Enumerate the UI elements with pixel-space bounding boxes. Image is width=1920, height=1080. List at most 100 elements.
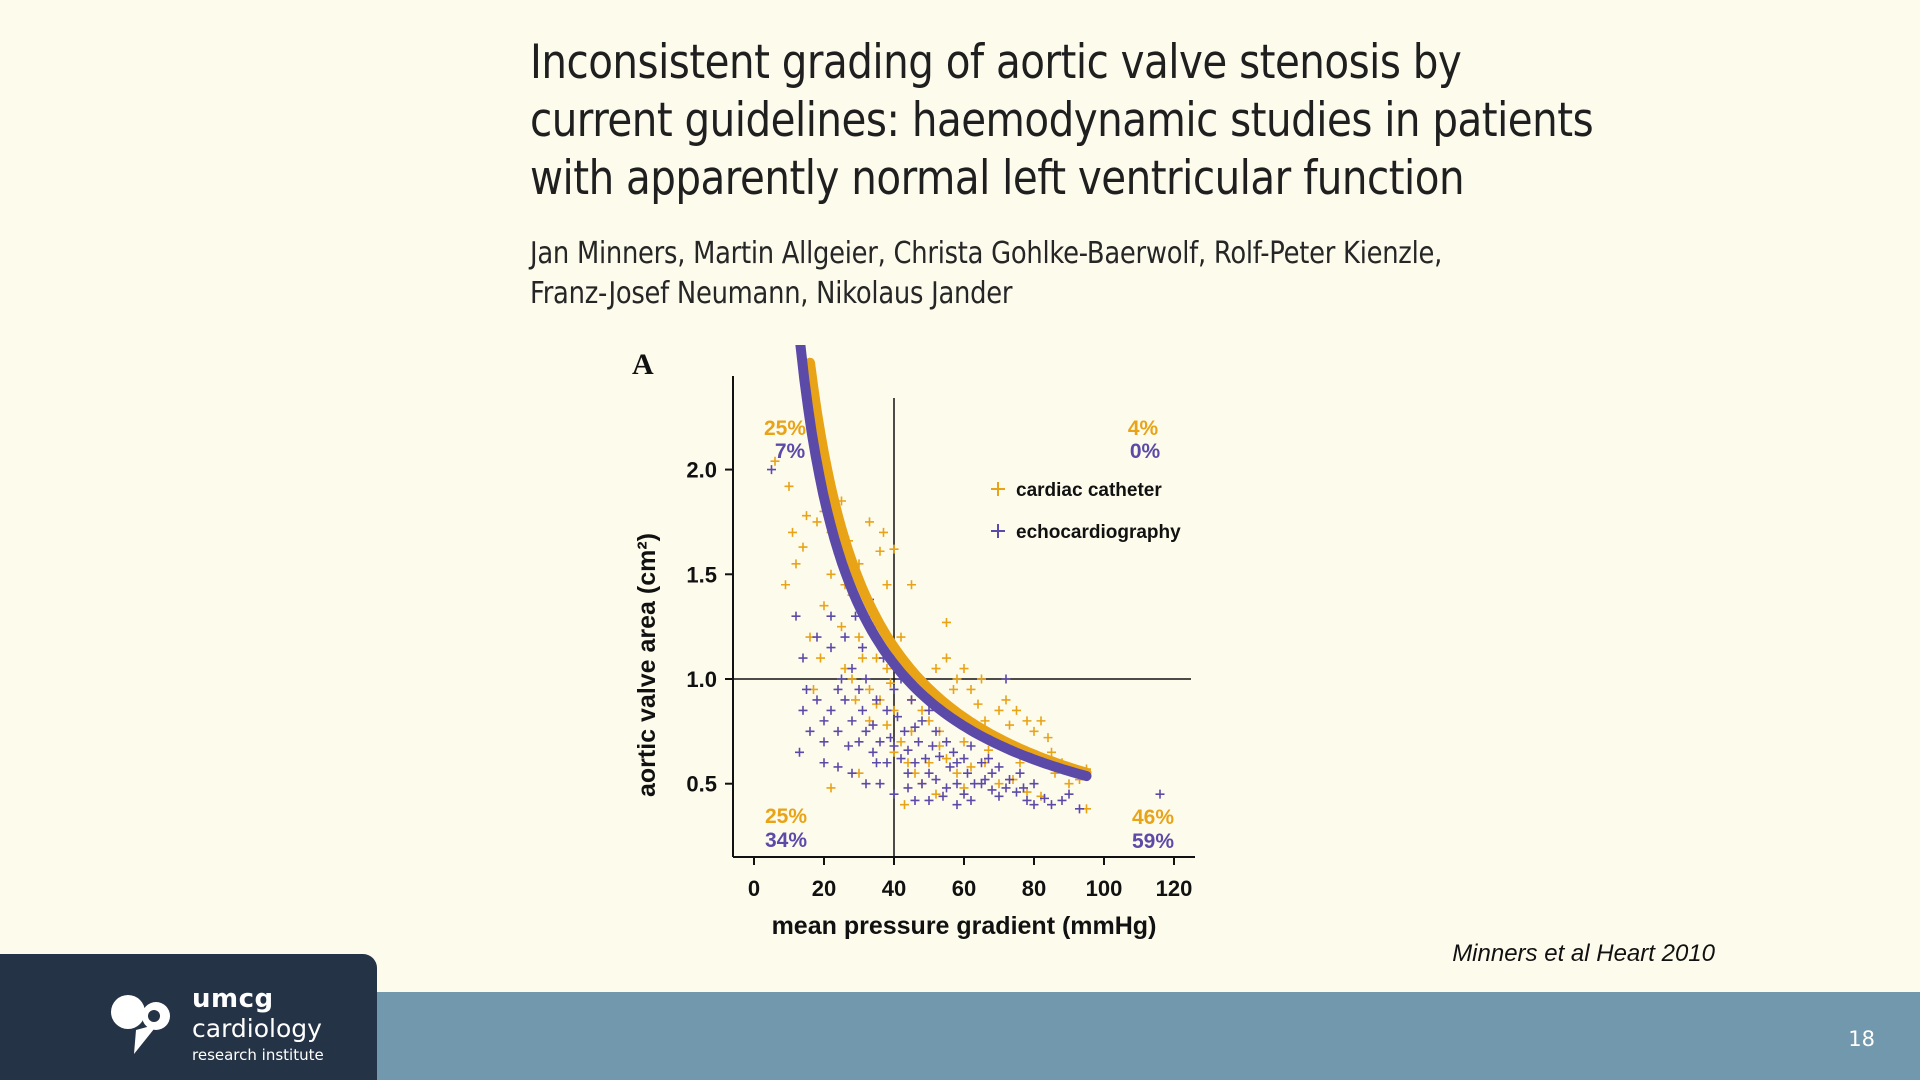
data-point: [980, 775, 990, 785]
data-point: [1029, 779, 1039, 789]
data-point: [858, 705, 867, 715]
data-point: [980, 716, 990, 726]
data-point: [1029, 800, 1039, 810]
data-point: [984, 754, 993, 764]
data-point: [819, 716, 829, 726]
y-axis-ticks: 0.5 1.0 1.5 2.0: [686, 458, 733, 797]
data-point: [784, 481, 794, 491]
data-point: [977, 674, 986, 684]
y-axis-title: aortic valve area (cm²): [633, 533, 661, 797]
slide-title: Inconsistent grading of aortic valve ste…: [530, 34, 1594, 208]
data-point: [931, 789, 941, 799]
data-point: [861, 779, 871, 789]
data-point: [889, 789, 899, 799]
data-point: [1029, 726, 1039, 736]
data-point: [1015, 768, 1025, 778]
data-point: [798, 705, 808, 715]
data-point: [952, 779, 962, 789]
data-point: [770, 456, 780, 466]
data-point: [921, 754, 930, 764]
data-point: [1022, 716, 1032, 726]
data-point: [984, 745, 993, 755]
data-point: [910, 758, 920, 768]
data-point: [844, 741, 853, 751]
data-point: [1064, 789, 1074, 799]
data-point: [1001, 695, 1011, 705]
data-point: [931, 664, 941, 674]
quadrant-lower-left-echo: 34%: [765, 829, 807, 852]
umcg-heart-logo-icon: [111, 995, 170, 1054]
data-point: [882, 705, 892, 715]
data-point: [1005, 775, 1014, 785]
x-axis-title: mean pressure gradient (mmHg): [772, 912, 1157, 940]
data-point: [882, 720, 892, 730]
data-point: [1047, 800, 1056, 810]
legend-label-catheter: cardiac catheter: [1016, 480, 1162, 501]
data-point: [949, 684, 958, 694]
data-point: [896, 632, 906, 642]
data-point: [826, 705, 836, 715]
data-point: [805, 726, 815, 736]
data-point: [819, 737, 829, 747]
data-point: [970, 779, 979, 789]
logo-panel: umcg cardiology research institute: [0, 954, 377, 1080]
data-point: [840, 632, 850, 642]
data-point: [931, 775, 941, 785]
echo-points: [767, 465, 1165, 814]
data-point: [987, 768, 997, 778]
data-point: [903, 783, 913, 793]
data-point: [882, 580, 892, 590]
data-point: [826, 611, 836, 621]
data-point: [924, 768, 934, 778]
data-point: [788, 527, 797, 537]
x-tick-label: 120: [1156, 876, 1193, 901]
data-point: [903, 745, 913, 755]
data-point: [865, 517, 874, 527]
citation: Minners et al Heart 2010: [1452, 940, 1715, 967]
data-point: [847, 716, 857, 726]
data-point: [826, 643, 836, 653]
data-point: [917, 779, 927, 789]
data-point: [872, 695, 881, 705]
data-point: [868, 747, 878, 757]
data-point: [816, 653, 825, 663]
data-point: [858, 643, 867, 653]
data-point: [868, 720, 878, 730]
data-point: [910, 795, 920, 805]
y-tick-label: 2.0: [686, 458, 717, 483]
data-point: [963, 768, 972, 778]
scatter-chart: A 0 20 40 60 80 100 120 0.5 1.0 1.5 2.0 mean pres…: [632, 345, 1195, 940]
data-point: [952, 758, 962, 768]
data-point: [767, 465, 776, 475]
data-point: [802, 684, 811, 694]
x-tick-label: 40: [882, 876, 906, 901]
y-tick-label: 1.5: [686, 562, 717, 587]
data-point: [795, 747, 804, 757]
quadrant-lower-left-catheter: 25%: [765, 805, 807, 828]
logo-name: umcg: [192, 984, 274, 1014]
data-point: [889, 684, 899, 694]
author-line: Jan Minners, Martin Allgeier, Christa Go…: [530, 236, 1443, 271]
data-point: [942, 653, 951, 663]
data-point: [1022, 795, 1032, 805]
data-point: [1064, 779, 1074, 789]
data-point: [907, 695, 916, 705]
data-point: [847, 674, 857, 684]
data-point: [942, 754, 951, 764]
data-point: [812, 632, 822, 642]
data-point: [879, 527, 888, 537]
data-point: [875, 737, 885, 747]
data-point: [889, 544, 899, 554]
data-point: [791, 611, 801, 621]
data-point: [966, 795, 976, 805]
data-point: [938, 791, 948, 801]
x-tick-label: 60: [952, 876, 976, 901]
threshold-lines: [733, 398, 1191, 857]
data-point: [826, 569, 836, 579]
data-point: [966, 684, 976, 694]
data-point: [900, 726, 909, 736]
data-point: [928, 741, 937, 751]
data-point: [847, 664, 857, 674]
quadrant-upper-right-echo: 0%: [1130, 440, 1161, 463]
author-line: Franz-Josef Neumann, Nikolaus Jander: [530, 276, 1013, 311]
